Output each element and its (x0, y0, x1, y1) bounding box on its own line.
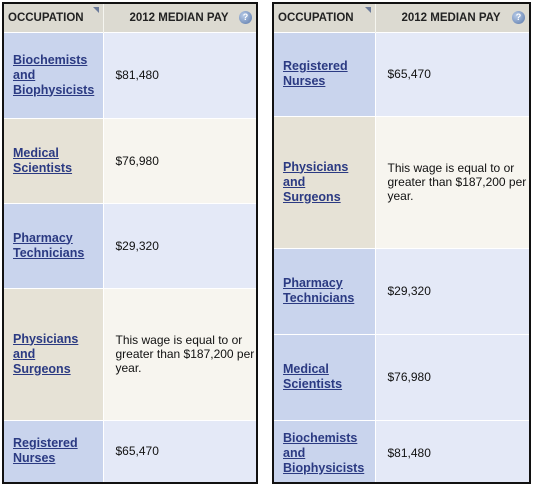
table-row: Pharmacy Technicians $29,320 (4, 202, 256, 288)
occupation-cell: Physicians and Surgeons (274, 115, 376, 248)
table-row: Biochemists and Biophysicists $81,480 (4, 31, 256, 118)
wage-table-left: OCCUPATION 2012 MEDIAN PAY ? Biochemists… (4, 4, 256, 482)
right-wage-table-panel: OCCUPATION 2012 MEDIAN PAY ? Registered … (272, 2, 531, 484)
occupation-link[interactable]: Registered Nurses (13, 436, 78, 466)
table-row: Biochemists and Biophysicists $81,480 (274, 419, 529, 482)
pay-cell: $65,470 (103, 419, 256, 482)
sort-corner-icon (92, 7, 99, 13)
occupation-cell: Pharmacy Technicians (274, 247, 376, 334)
pay-cell: $29,320 (375, 247, 529, 334)
pay-cell: $76,980 (375, 333, 529, 420)
table-row: Pharmacy Technicians $29,320 (274, 247, 529, 334)
occupation-link[interactable]: Physicians and Surgeons (13, 331, 79, 376)
occupation-cell: Biochemists and Biophysicists (274, 419, 376, 482)
occupation-link[interactable]: Biochemists and Biophysicists (283, 430, 365, 475)
occupation-link[interactable]: Pharmacy Technicians (283, 276, 355, 305)
pay-cell: $65,470 (375, 31, 529, 116)
occupation-link[interactable]: Physicians and Surgeons (283, 159, 349, 204)
occupation-link[interactable]: Registered Nurses (283, 59, 348, 88)
occupation-cell: Biochemists and Biophysicists (4, 31, 104, 118)
pay-cell: $81,480 (375, 419, 529, 482)
table-row: Physicians and Surgeons This wage is equ… (4, 287, 256, 420)
pay-cell: $81,480 (103, 31, 256, 118)
occupation-cell: Medical Scientists (4, 117, 104, 203)
occupation-link[interactable]: Medical Scientists (13, 145, 73, 175)
table-row: Medical Scientists $76,980 (4, 117, 256, 203)
occupation-cell: Medical Scientists (274, 333, 376, 420)
occupation-header-label: OCCUPATION (278, 11, 354, 24)
median-pay-column-header[interactable]: 2012 MEDIAN PAY ? (102, 4, 256, 32)
occupation-link[interactable]: Pharmacy Technicians (13, 230, 85, 260)
occupation-column-header[interactable]: OCCUPATION (274, 4, 375, 32)
occupation-cell: Physicians and Surgeons (4, 287, 104, 420)
occupation-header-label: OCCUPATION (8, 11, 84, 24)
pay-header-label: 2012 MEDIAN PAY (401, 11, 501, 24)
wage-table-right: OCCUPATION 2012 MEDIAN PAY ? Registered … (274, 4, 529, 482)
occupation-column-header[interactable]: OCCUPATION (4, 4, 103, 32)
table-row: Registered Nurses $65,470 (4, 419, 256, 482)
pay-cell: $76,980 (103, 117, 256, 203)
help-question-icon[interactable]: ? (512, 11, 525, 24)
occupation-link[interactable]: Medical Scientists (283, 362, 343, 391)
pay-cell: $29,320 (103, 202, 256, 288)
occupation-cell: Pharmacy Technicians (4, 202, 104, 288)
table-row: Registered Nurses $65,470 (274, 31, 529, 116)
pay-header-label: 2012 MEDIAN PAY (129, 11, 229, 24)
occupation-link[interactable]: Biochemists and Biophysicists (13, 52, 95, 97)
occupation-cell: Registered Nurses (4, 419, 104, 482)
pay-note: This wage is equal to or greater than $1… (115, 333, 255, 375)
help-question-icon[interactable]: ? (239, 11, 252, 24)
occupation-cell: Registered Nurses (274, 31, 376, 116)
pay-cell: This wage is equal to or greater than $1… (103, 287, 256, 420)
pay-cell: This wage is equal to or greater than $1… (375, 115, 529, 248)
median-pay-column-header[interactable]: 2012 MEDIAN PAY ? (374, 4, 529, 32)
table-row: Medical Scientists $76,980 (274, 333, 529, 420)
table-header-row: OCCUPATION 2012 MEDIAN PAY ? (274, 4, 529, 32)
pay-note: This wage is equal to or greater than $1… (387, 161, 527, 203)
left-wage-table-panel: OCCUPATION 2012 MEDIAN PAY ? Biochemists… (2, 2, 258, 484)
sort-corner-icon (364, 7, 371, 13)
table-row: Physicians and Surgeons This wage is equ… (274, 115, 529, 248)
table-header-row: OCCUPATION 2012 MEDIAN PAY ? (4, 4, 256, 32)
